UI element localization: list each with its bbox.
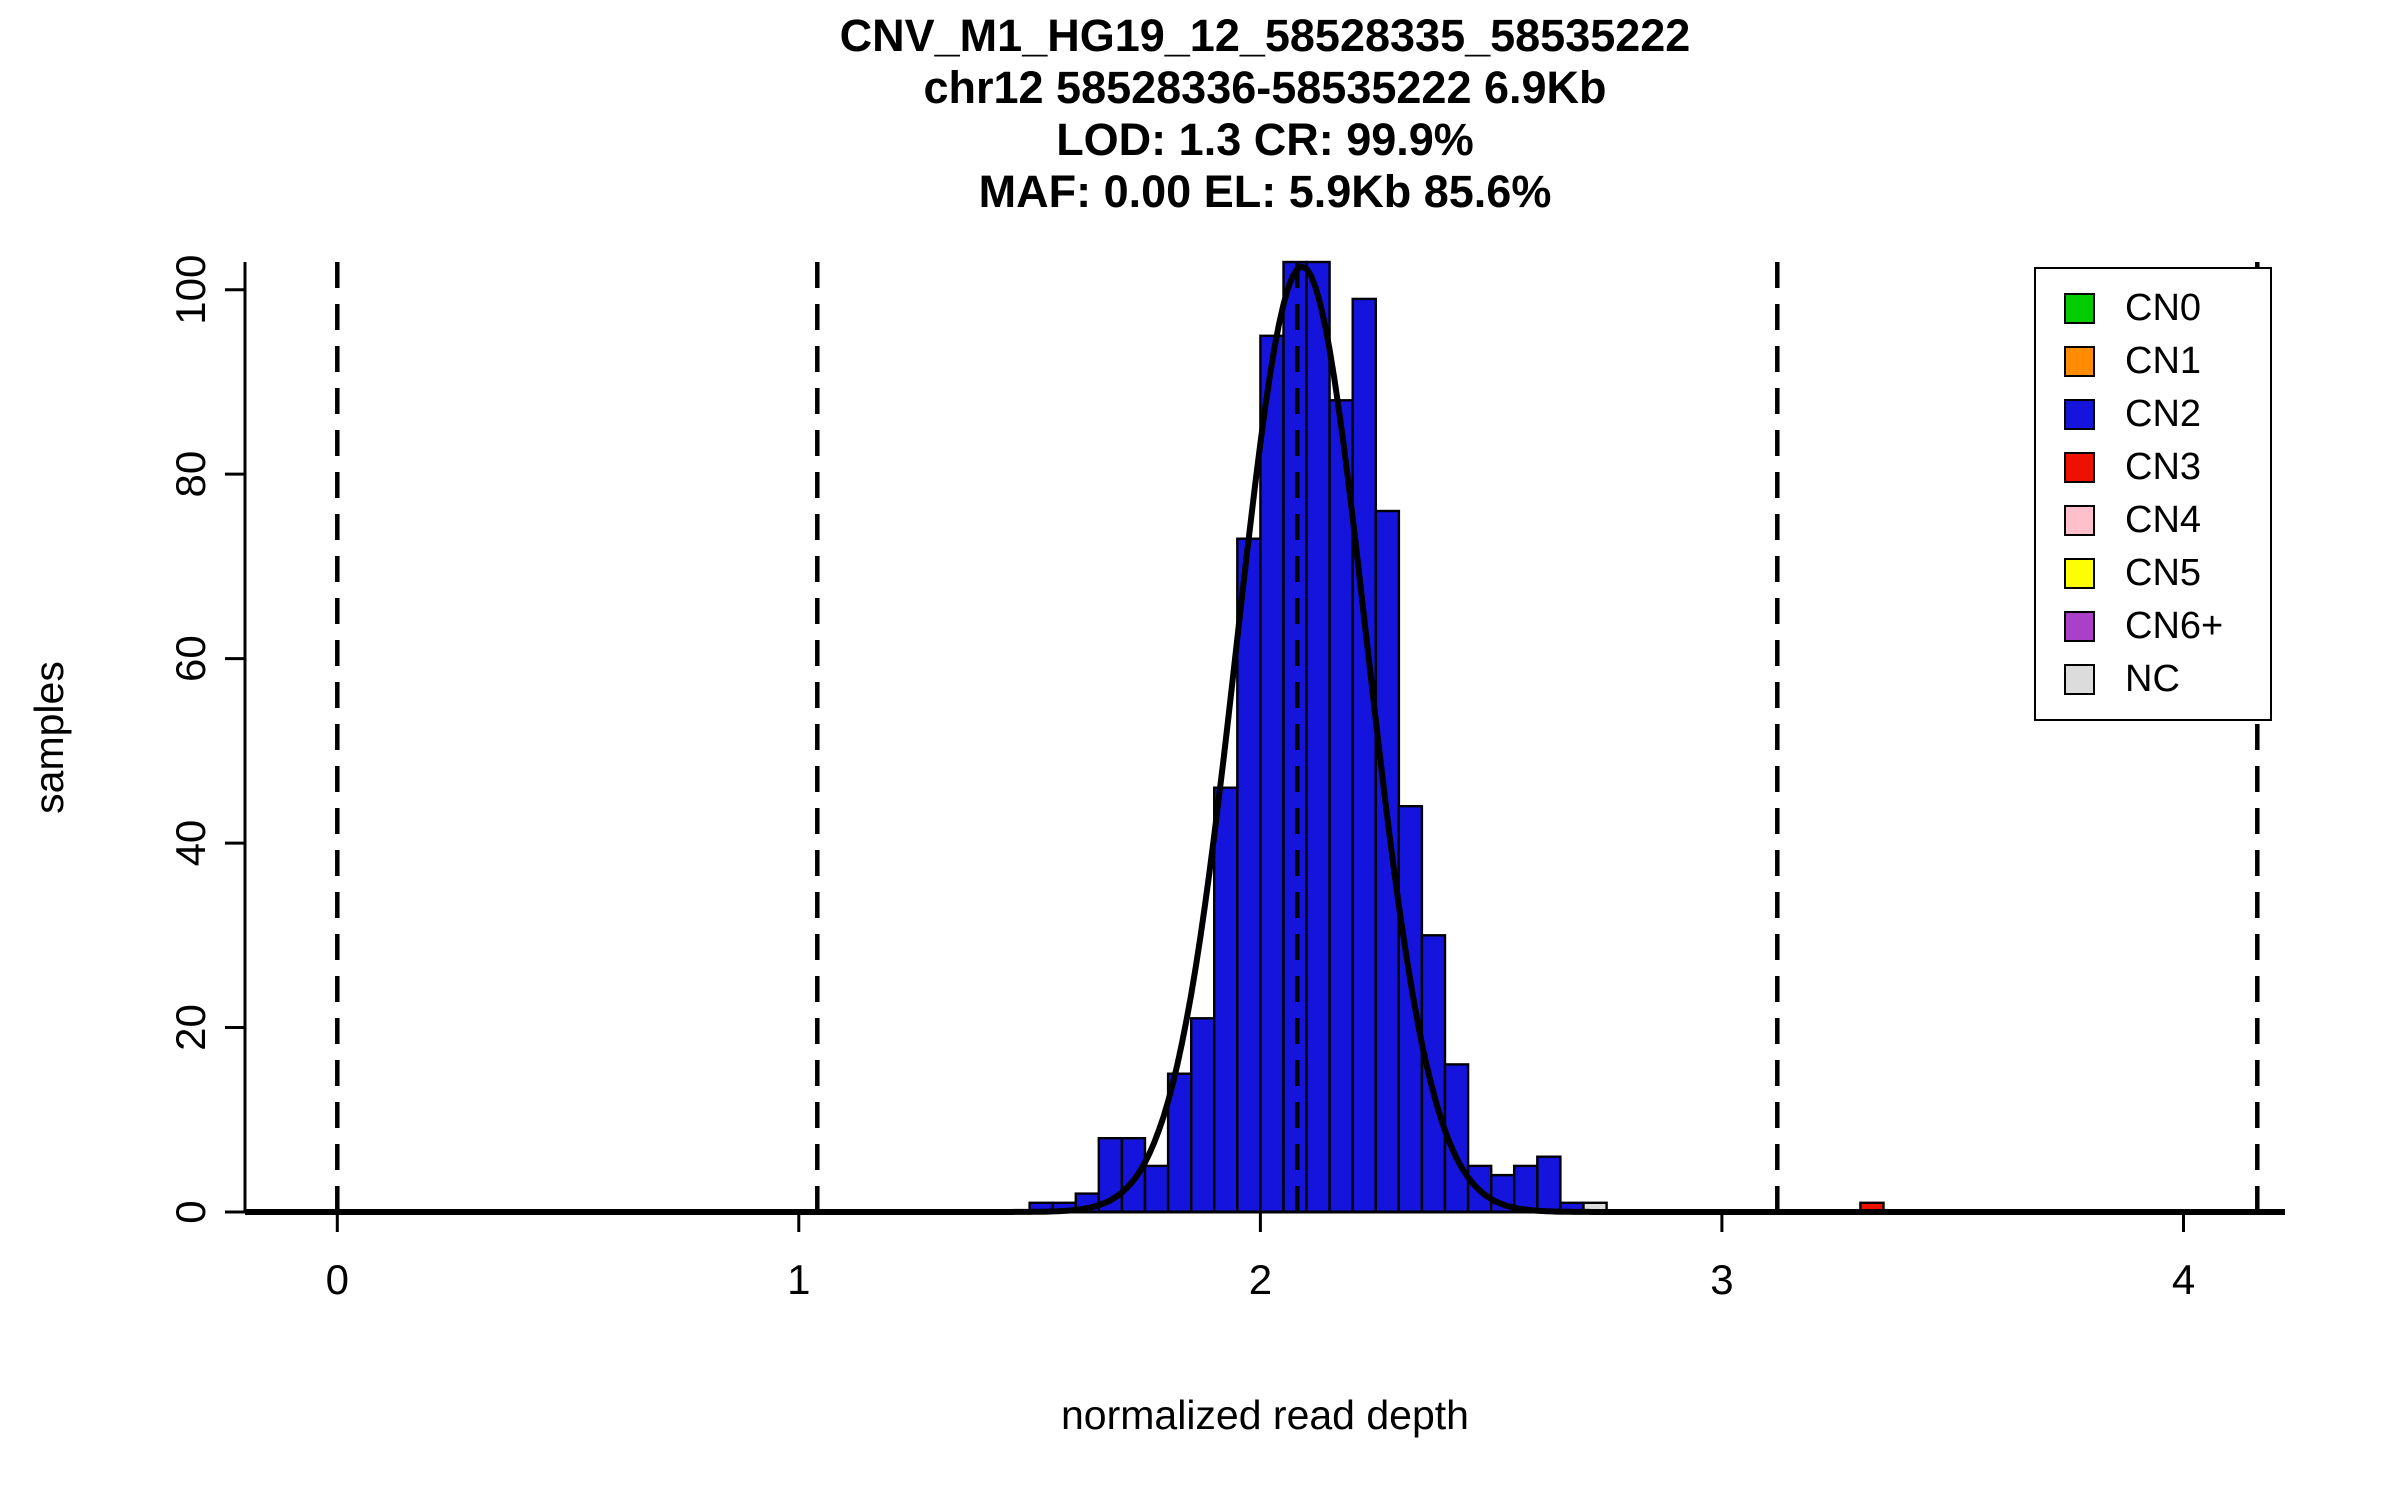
histogram-bar-CN2 [1512,1164,1539,1214]
legend-label-NC: NC [2125,658,2180,700]
legend-item-CN6+: CN6+ [2064,600,2270,653]
histogram-bar-CN2 [1259,334,1285,1214]
legend-label-CN4: CN4 [2125,499,2202,541]
x-tick-label: 1 [787,1256,810,1303]
histogram-bar-CN2 [1536,1155,1562,1214]
x-tick-label: 3 [1710,1256,1733,1303]
legend-label-CN5: CN5 [2125,552,2202,594]
legend-item-CN2: CN2 [2064,388,2270,441]
legend-item-CN5: CN5 [2064,547,2270,600]
chart-title-line-3: LOD: 1.3 CR: 99.9% [1056,114,1474,165]
legend-swatch-CN4 [2064,505,2095,536]
y-tick-label: 20 [167,1004,214,1051]
histogram-bar-CN2 [1305,260,1331,1214]
histogram-bar-CN2 [1212,786,1239,1214]
histogram-bar-CN2 [1143,1164,1170,1214]
legend-swatch-NC [2064,664,2095,695]
chart-title-block: CNV_M1_HG19_12_58528335_58535222 chr12 5… [245,10,2285,218]
legend-swatch-CN0 [2064,293,2095,324]
chart-title-line-4: MAF: 0.00 EL: 5.9Kb 85.6% [978,166,1552,217]
legend-label-CN2: CN2 [2125,393,2202,435]
y-tick-label: 0 [167,1200,214,1223]
legend-label-CN3: CN3 [2125,446,2202,488]
legend-item-NC: NC [2064,653,2270,706]
histogram-bar-CN2 [1120,1136,1147,1214]
legend-swatch-CN5 [2064,558,2095,589]
chart-title-line-1: CNV_M1_HG19_12_58528335_58535222 [839,10,1691,61]
y-tick-label: 40 [167,820,214,867]
x-axis-label: normalized read depth [1061,1392,1469,1438]
legend-label-CN0: CN0 [2125,287,2202,329]
y-tick-label: 80 [167,451,214,498]
legend-swatch-CN3 [2064,452,2095,483]
chart-title-line-2: chr12 58528336-58535222 6.9Kb [923,62,1607,113]
legend-swatch-CN6+ [2064,611,2095,642]
legend-swatch-CN1 [2064,346,2095,377]
histogram-bar-CN2 [1236,537,1262,1214]
legend-label-CN1: CN1 [2125,340,2202,382]
y-axis-label: samples [25,660,72,814]
legend-item-CN0: CN0 [2064,282,2270,335]
legend-box: CN0 CN1 CN2 CN3 CN4 CN5 CN6+ NC [2034,267,2272,721]
histogram-bar-CN2 [1420,934,1447,1214]
histogram-bar-CN2 [1328,399,1354,1214]
legend-label-CN6+: CN6+ [2125,605,2224,647]
x-tick-label: 2 [1249,1256,1272,1303]
histogram-bar-CN2 [1189,1017,1216,1214]
y-tick-label: 100 [167,255,214,325]
legend-swatch-CN2 [2064,399,2095,430]
legend-item-CN1: CN1 [2064,335,2270,388]
y-tick-label: 60 [167,635,214,682]
x-tick-label: 4 [2172,1256,2195,1303]
histogram-bar-CN2 [1397,805,1424,1214]
y-axis-label-container: samples [14,262,84,1212]
legend-item-CN3: CN3 [2064,441,2270,494]
x-tick-label: 0 [326,1256,349,1303]
histogram-bar-CN2 [1351,297,1377,1214]
legend-item-CN4: CN4 [2064,494,2270,547]
